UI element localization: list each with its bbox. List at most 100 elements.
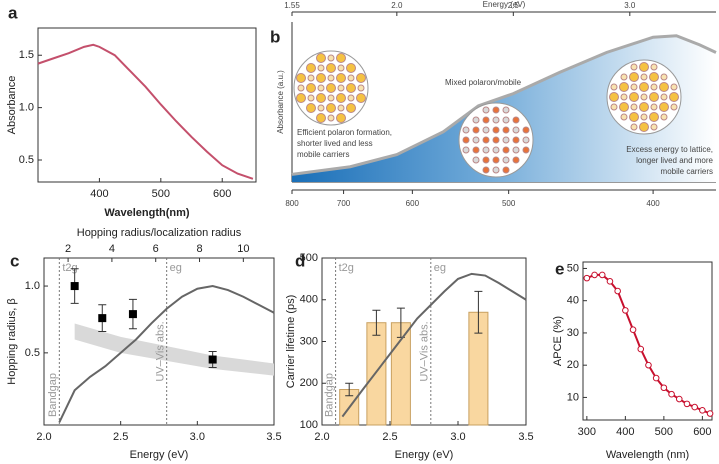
schematic-particle xyxy=(317,64,325,72)
schematic-particle xyxy=(659,82,669,92)
schematic-particle xyxy=(492,166,500,174)
y-tick-label: 200 xyxy=(300,377,318,389)
schematic-particle xyxy=(296,73,306,83)
schematic-particle xyxy=(296,93,306,103)
point xyxy=(706,410,714,417)
schematic-particle xyxy=(620,93,628,101)
x-tick-label: 500 xyxy=(152,188,170,200)
schematic-particle xyxy=(650,103,658,111)
marker-label: t2g xyxy=(339,262,354,274)
schematic-particle xyxy=(640,73,648,81)
schematic-particle xyxy=(512,136,520,144)
x-bottom-tick-label: 400 xyxy=(646,199,660,208)
x-bottom-tick-label: 700 xyxy=(337,199,351,208)
bar xyxy=(390,322,411,426)
annotation: shorter lived and less xyxy=(297,139,373,148)
line xyxy=(37,43,254,180)
schematic-particle xyxy=(522,146,530,154)
x-tick-label: 400 xyxy=(90,188,108,200)
schematic-particle xyxy=(512,126,520,134)
schematic-particle xyxy=(492,136,500,144)
x2-tick-label: 2 xyxy=(65,243,71,255)
schematic-particle xyxy=(346,83,356,93)
schematic-particle xyxy=(337,64,345,72)
curve xyxy=(58,285,275,423)
schematic-particle xyxy=(670,103,678,111)
schematic-particle xyxy=(629,72,639,82)
x2-tick-label: 10 xyxy=(237,243,249,255)
y-tick-label: 300 xyxy=(300,335,318,347)
schematic-particle xyxy=(609,92,619,102)
y-tick-label: 50 xyxy=(567,262,579,274)
y-tick-label: 30 xyxy=(567,327,579,339)
schematic-particle xyxy=(356,93,366,103)
schematic-particle xyxy=(336,73,346,83)
point xyxy=(675,395,683,403)
schematic-particle xyxy=(347,74,355,82)
point xyxy=(699,407,706,414)
schematic-particle xyxy=(482,116,490,124)
x2-tick-label: 8 xyxy=(196,243,202,255)
schematic-particle xyxy=(336,93,346,103)
error-bar xyxy=(474,290,483,334)
y-tick-label: 1.0 xyxy=(19,102,34,114)
schematic-particle xyxy=(482,136,490,144)
schematic-particle xyxy=(502,166,510,174)
schematic-particle xyxy=(346,103,356,113)
y-tick-label: 0.5 xyxy=(19,154,34,166)
schematic-particle xyxy=(492,106,500,114)
schematic-particle xyxy=(649,72,659,82)
schematic-particle xyxy=(620,73,628,81)
point xyxy=(598,271,606,279)
plot-frame xyxy=(43,257,275,426)
x-tick-label: 300 xyxy=(578,426,596,438)
schematic-particle xyxy=(502,146,510,154)
schematic-particle xyxy=(346,63,356,73)
schematic-particle xyxy=(492,116,500,124)
schematic-particle xyxy=(327,74,335,82)
schematic-particle xyxy=(326,103,336,113)
schematic-particle xyxy=(482,106,490,114)
y-tick-label: 40 xyxy=(567,295,579,307)
annotation: Excess energy to lattice, xyxy=(626,145,713,154)
schematic-particle xyxy=(336,113,346,123)
point xyxy=(70,282,79,291)
schematic-particle xyxy=(482,166,490,174)
point xyxy=(660,384,668,392)
schematic-particle xyxy=(482,126,490,134)
point xyxy=(622,307,629,314)
schematic-particle xyxy=(472,136,480,144)
schematic-particle xyxy=(357,84,365,92)
schematic-particle xyxy=(462,136,470,144)
schematic-particle xyxy=(492,146,500,154)
schematic-particle xyxy=(462,126,470,134)
x-tick-label: 2.5 xyxy=(508,1,520,10)
point xyxy=(606,278,614,285)
x-tick-label: 2.5 xyxy=(382,431,397,443)
schematic-particle xyxy=(649,92,659,102)
y-axis-label: Absorbance (a.u.) xyxy=(276,70,285,134)
panel-label: a xyxy=(8,3,18,22)
annotation: Efficient polaron formation, xyxy=(297,128,392,137)
point xyxy=(614,287,621,295)
schematic-particle xyxy=(472,116,480,124)
schematic-particle xyxy=(629,112,639,122)
x-axis-label: Wavelength (nm) xyxy=(606,449,689,461)
schematic-particle xyxy=(316,93,326,103)
band xyxy=(74,323,275,376)
x-tick-label: 2.0 xyxy=(314,431,329,443)
panel-label: d xyxy=(295,251,305,270)
x-tick-label: 500 xyxy=(655,426,673,438)
schematic-particle xyxy=(639,122,649,132)
schematic-particle xyxy=(326,63,336,73)
schematic-particle xyxy=(492,156,500,164)
schematic-particle xyxy=(660,73,668,81)
x-tick-label: 2.0 xyxy=(36,431,51,443)
x-tick-label: 3.5 xyxy=(518,431,533,443)
schematic-particle xyxy=(502,136,510,144)
schematic-particle xyxy=(306,103,316,113)
point xyxy=(652,374,660,382)
annotation: mobile carriers xyxy=(297,150,349,159)
marker-label: eg xyxy=(434,262,446,274)
